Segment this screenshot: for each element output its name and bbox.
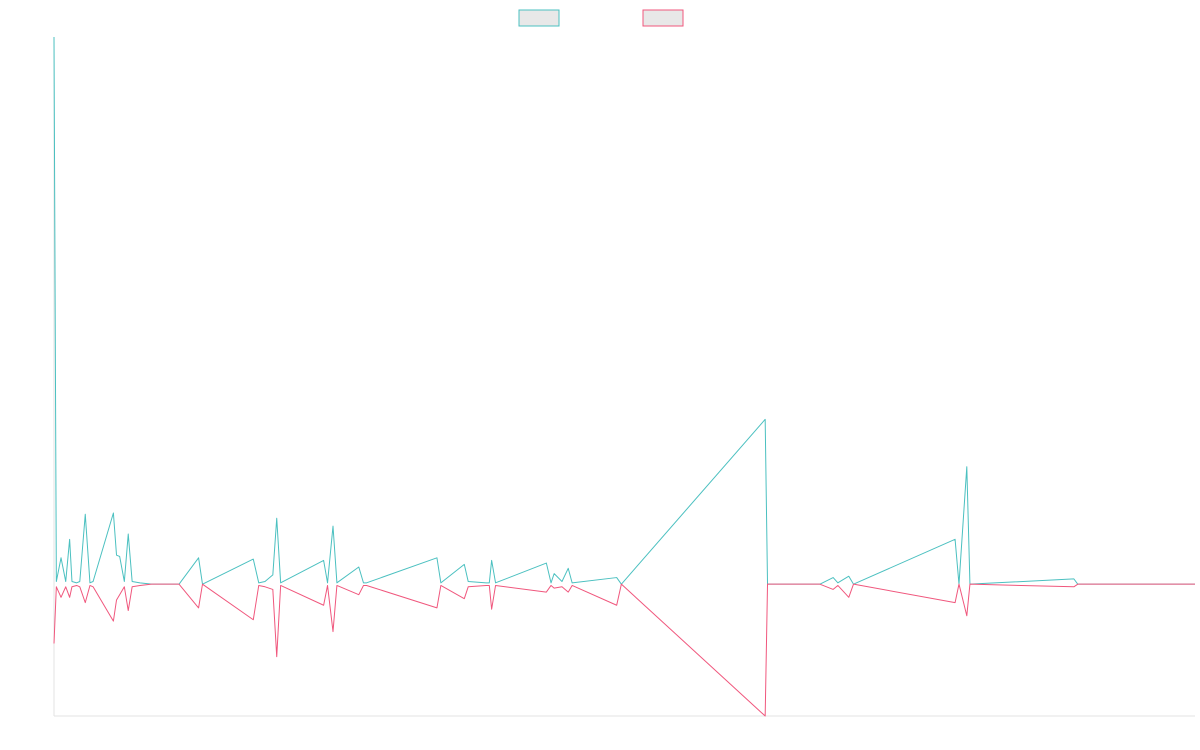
series-line-2 (53, 583, 1195, 717)
axes (53, 37, 1195, 717)
series-layer (53, 36, 1195, 717)
legend-swatch-2[interactable] (642, 9, 684, 27)
legend[interactable] (518, 9, 684, 27)
legend-item-1[interactable] (518, 9, 560, 27)
legend-item-2[interactable] (642, 9, 684, 27)
series-2 (53, 583, 1195, 717)
legend-swatch-1[interactable] (518, 9, 560, 27)
series-1 (53, 36, 1195, 585)
series-line-1 (53, 36, 1195, 585)
